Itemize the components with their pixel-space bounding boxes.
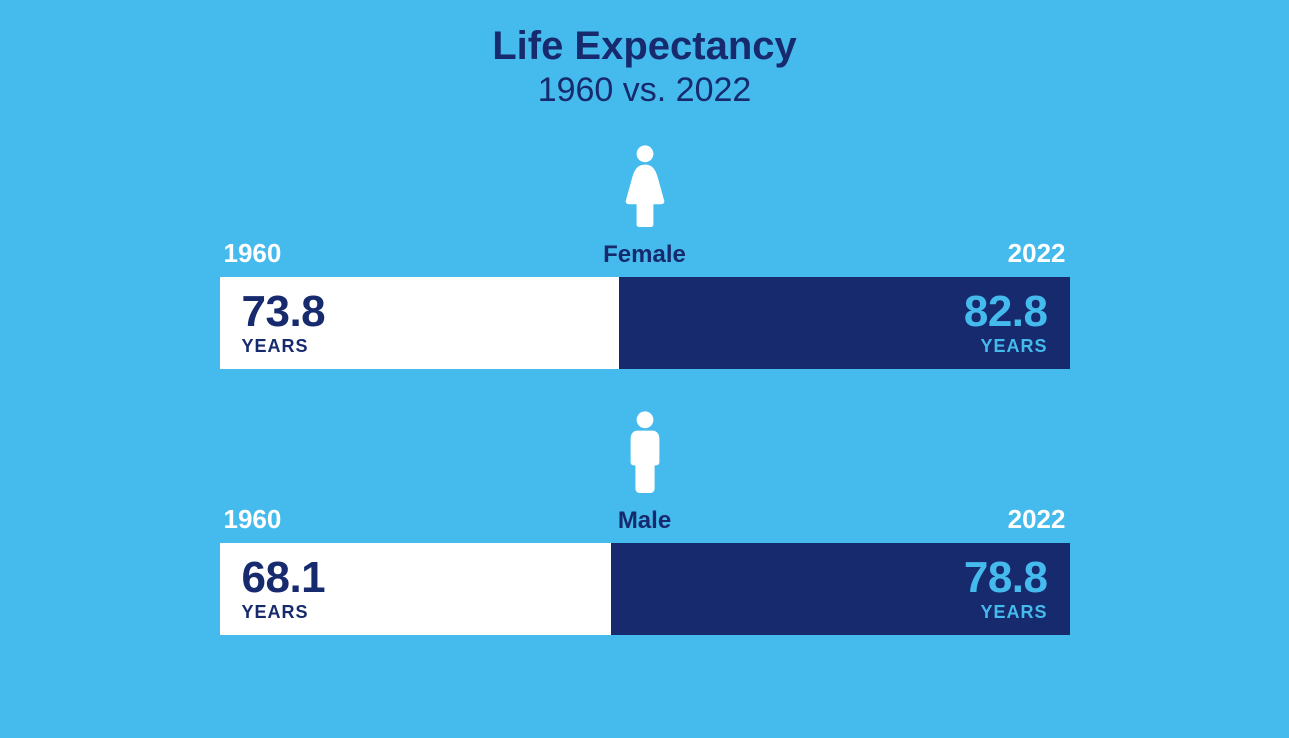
- female-left-value: 73.8: [242, 290, 326, 334]
- female-right-value: 82.8: [964, 290, 1048, 334]
- female-category-label: Female: [603, 241, 686, 269]
- page-title: Life Expectancy: [0, 24, 1289, 68]
- male-bar: 68.1 YEARS 78.8 YEARS: [220, 543, 1070, 635]
- male-category-label: Male: [618, 507, 671, 535]
- male-right-value: 78.8: [964, 556, 1048, 600]
- female-left-unit: YEARS: [242, 336, 309, 357]
- female-bar-right: 82.8 YEARS: [619, 277, 1070, 369]
- male-right-unit: YEARS: [980, 602, 1047, 623]
- female-icon: [621, 143, 669, 232]
- male-icon: [621, 409, 669, 498]
- male-left-value: 68.1: [242, 556, 326, 600]
- female-bar-left: 73.8 YEARS: [220, 277, 620, 369]
- male-left-unit: YEARS: [242, 602, 309, 623]
- female-right-unit: YEARS: [980, 336, 1047, 357]
- male-bar-right: 78.8 YEARS: [611, 543, 1070, 635]
- group-male: 1960 Male 2022 68.1 YEARS 78.8 YEARS: [220, 409, 1070, 635]
- group-female: 1960 Female 2022 73.8 YEARS 82.8 YEARS: [220, 143, 1070, 369]
- female-right-year-label: 2022: [1008, 238, 1066, 269]
- infographic-canvas: Life Expectancy 1960 vs. 2022 1960 Femal…: [0, 0, 1289, 738]
- male-right-year-label: 2022: [1008, 504, 1066, 535]
- male-left-year-label: 1960: [224, 504, 282, 535]
- female-left-year-label: 1960: [224, 238, 282, 269]
- male-bar-left: 68.1 YEARS: [220, 543, 611, 635]
- female-bar: 73.8 YEARS 82.8 YEARS: [220, 277, 1070, 369]
- page-subtitle: 1960 vs. 2022: [0, 70, 1289, 111]
